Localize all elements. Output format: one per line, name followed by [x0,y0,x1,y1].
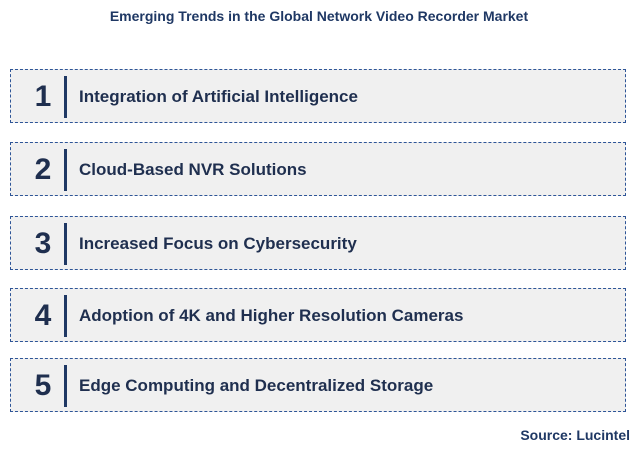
trend-label: Edge Computing and Decentralized Storage [79,376,434,395]
trend-item-3: 3 Increased Focus on Cybersecurity [10,216,626,270]
trend-divider [64,76,67,118]
trend-divider [64,149,67,191]
trend-number: 3 [34,227,52,260]
trend-number: 1 [34,80,52,113]
trend-label: Integration of Artificial Intelligence [79,87,358,106]
trend-number: 5 [34,369,52,402]
trend-number: 4 [34,299,52,332]
trend-divider [64,295,67,337]
diagram-title: Emerging Trends in the Global Network Vi… [109,8,529,24]
trend-item-4: 4 Adoption of 4K and Higher Resolution C… [10,288,626,342]
trend-label: Cloud-Based NVR Solutions [79,160,307,179]
trend-item-1: 1 Integration of Artificial Intelligence [10,69,626,123]
source-note: Source: Lucintel [520,427,630,443]
trend-label: Increased Focus on Cybersecurity [79,234,357,253]
trend-divider [64,365,67,407]
trend-divider [64,223,67,265]
trend-item-5: 5 Edge Computing and Decentralized Stora… [10,358,626,412]
trend-label: Adoption of 4K and Higher Resolution Cam… [79,306,464,325]
trend-item-2: 2 Cloud-Based NVR Solutions [10,142,626,196]
trend-number: 2 [34,153,52,186]
